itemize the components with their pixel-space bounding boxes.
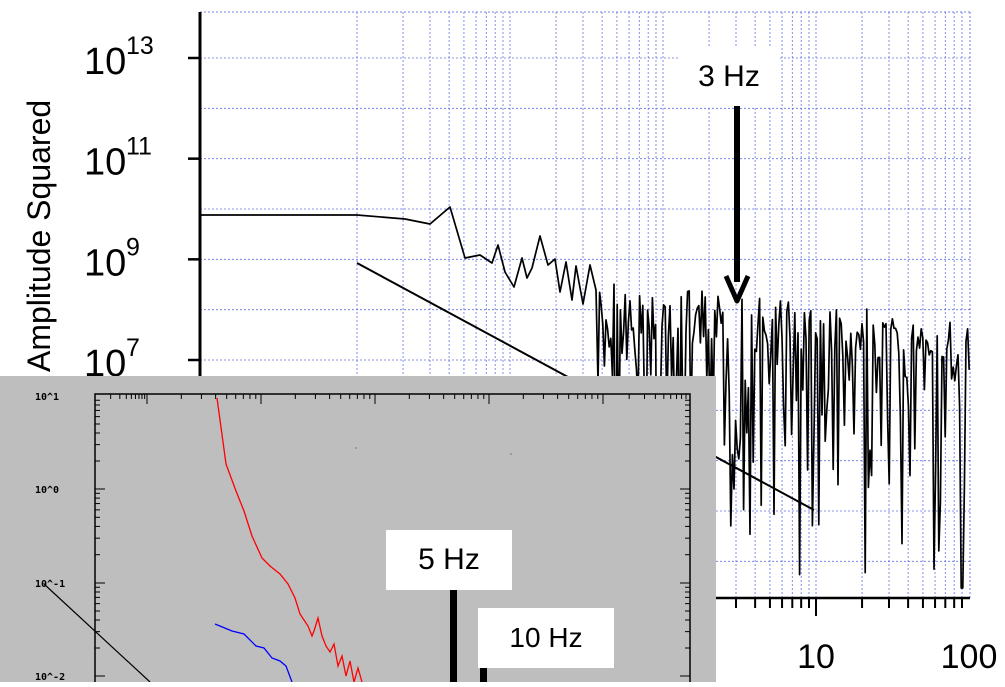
inset-y-tick-label: 10^0: [35, 485, 59, 496]
x-tick-label: 10: [797, 638, 835, 676]
inset-black-line: [43, 583, 151, 682]
arrow-3hz-head: [723, 274, 751, 304]
inset-plot-frame: [94, 393, 691, 682]
inset-dot: [355, 447, 357, 449]
callout-3hz-label: 3 Hz: [698, 60, 760, 93]
y-tick-label: 10: [84, 41, 126, 83]
inset-dot: [510, 453, 512, 455]
y-tick-label: 10: [84, 242, 126, 284]
callout-3hz: 3 Hz: [680, 48, 778, 106]
inset-marker-5hz: [450, 590, 457, 682]
inset-marker-10hz: [480, 668, 487, 682]
x-tick-label: 100: [941, 638, 998, 676]
inset-y-tick-label: 10^-2: [35, 672, 65, 682]
inset-blue-line: [214, 623, 293, 682]
inset-y-tick-label: 10^-1: [35, 579, 65, 590]
y-axis-label: Amplitude Squared: [21, 100, 57, 372]
inset-red-line: [216, 397, 363, 682]
y-tick-label-exponent: 13: [126, 32, 154, 60]
inset-y-tick-label: 10^1: [35, 392, 59, 403]
callout-5hz-label: 5 Hz: [418, 543, 480, 576]
y-tick-label: 10: [84, 142, 126, 184]
callout-5hz: 5 Hz: [386, 530, 512, 590]
y-tick-label-exponent: 7: [126, 334, 140, 362]
y-tick-label-exponent: 11: [126, 133, 152, 161]
spectrum-line: [200, 206, 971, 589]
callout-10hz: 10 Hz: [478, 608, 614, 668]
inset-spectrum-chart: 10^1 10^0 10^-1 10^-2: [35, 392, 691, 682]
callout-10hz-label: 10 Hz: [509, 622, 583, 653]
y-tick-label-exponent: 9: [126, 233, 140, 261]
